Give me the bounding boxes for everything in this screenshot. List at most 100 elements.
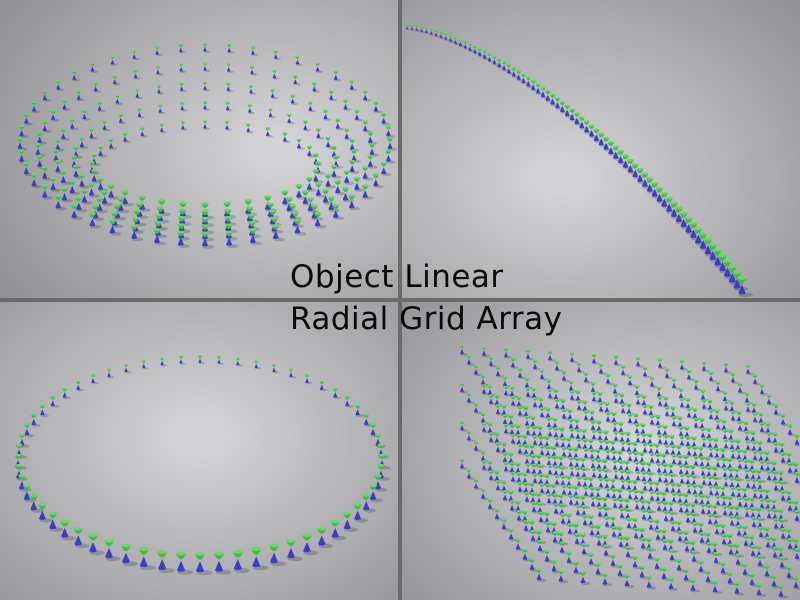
grid-spool [591, 467, 600, 479]
grid-spool [525, 349, 534, 361]
grid-spool [715, 495, 725, 507]
grid-spool [766, 508, 776, 520]
torus-spool [353, 176, 365, 192]
grid-spool [613, 431, 622, 443]
grid-spool [488, 470, 497, 482]
grid-spool [657, 358, 666, 370]
torus-spool [102, 120, 111, 132]
ring-spool [90, 374, 99, 385]
grid-spool [525, 463, 534, 475]
grid-spool [580, 571, 591, 585]
ring-spool [48, 511, 64, 532]
grid-spool [745, 402, 754, 414]
grid-spool [690, 578, 701, 593]
grid-spool [613, 469, 622, 481]
curve-spool [554, 97, 565, 111]
torus-spool [82, 109, 91, 121]
torus-spool [369, 143, 380, 157]
torus-spool [108, 218, 122, 236]
ring-spool [213, 551, 232, 575]
grid-spool [745, 364, 754, 376]
grid-spool [745, 478, 754, 490]
grid-spool [780, 414, 790, 427]
grid-spool [655, 414, 665, 428]
grid-spool [698, 560, 709, 574]
grid-spool [671, 378, 681, 390]
torus-spool [314, 212, 327, 229]
grid-spool [620, 403, 629, 415]
grid-spool [730, 410, 739, 422]
grid-spool [613, 393, 622, 405]
grid-spool [715, 457, 725, 469]
grid-spool [766, 470, 776, 482]
grid-spool [701, 475, 710, 487]
grid-spool [503, 461, 512, 473]
grid-spool [576, 438, 585, 450]
torus-spool [137, 108, 145, 119]
grid-spool [701, 361, 710, 373]
torus-spool [302, 120, 312, 132]
grid-spool [679, 435, 688, 447]
ring-panel [0, 302, 398, 600]
grid-spool [708, 485, 717, 497]
grid-spool [752, 374, 761, 386]
torus-spool [328, 90, 338, 102]
grid-spool [686, 445, 695, 457]
grid-spool [669, 548, 679, 562]
grid-spool [473, 440, 483, 453]
curve-spool [602, 136, 615, 152]
ring-spool [302, 533, 319, 556]
torus-array-render [0, 0, 398, 298]
grid-spool [559, 541, 569, 555]
torus-spool [322, 189, 334, 205]
grid-spool [554, 474, 563, 486]
grid-spool [510, 395, 519, 407]
torus-spool [155, 65, 164, 76]
grid-spool [737, 382, 747, 395]
curve-spool [694, 227, 709, 247]
grid-spool [756, 583, 767, 597]
grid-spool [481, 422, 490, 434]
torus-spool [153, 228, 167, 246]
grid-spool [642, 404, 651, 416]
torus-spool [296, 138, 305, 150]
grid-spool [473, 364, 483, 377]
grid-spool [635, 356, 644, 368]
grid-spool [620, 479, 629, 491]
grid-spool [481, 384, 490, 396]
grid-spool [794, 471, 800, 485]
ring-spool [38, 503, 53, 523]
grid-spool [750, 544, 760, 558]
grid-spool [508, 528, 518, 542]
curve-spool [655, 186, 669, 205]
ring-spool [23, 423, 35, 438]
ring-spool [198, 355, 205, 365]
grid-spool [598, 363, 607, 375]
grid-spool [605, 411, 615, 424]
grid-spool [794, 547, 800, 561]
grid-spool [649, 376, 659, 389]
grid-spool [679, 473, 688, 485]
ring-spool [75, 380, 84, 392]
caption-line-2: Radial Grid Array [290, 301, 563, 337]
curve-spool [405, 23, 411, 31]
curve-spool [424, 26, 431, 35]
ring-spool [271, 363, 280, 374]
torus-spool [154, 46, 163, 56]
torus-spool [349, 79, 358, 92]
grid-spool [734, 581, 745, 596]
grid-spool [583, 448, 593, 460]
ring-spool [362, 493, 377, 513]
grid-spool [708, 371, 717, 383]
torus-spool [79, 136, 89, 149]
torus-spool [133, 69, 141, 80]
grid-spool [576, 400, 585, 412]
grid-spool [657, 434, 666, 446]
grid-spool [701, 399, 710, 411]
grid-spool [765, 536, 775, 549]
curve-spool [444, 32, 451, 41]
curve-spool [737, 276, 754, 298]
torus-spool [61, 187, 73, 203]
torus-spool [88, 182, 100, 198]
ring-spool [62, 387, 71, 400]
